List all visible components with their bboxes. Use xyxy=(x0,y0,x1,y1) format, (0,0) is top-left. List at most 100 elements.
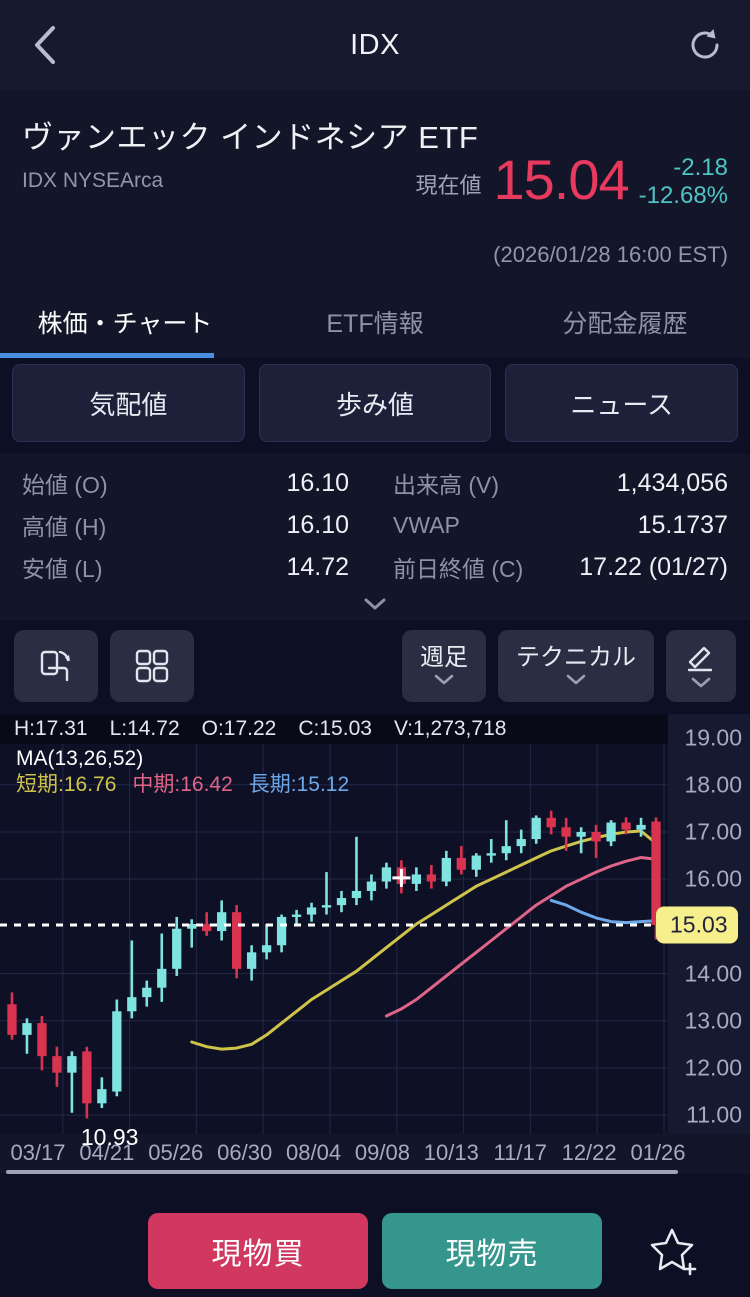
chart-high: H:17.31 xyxy=(14,717,88,740)
chevron-down-icon xyxy=(566,674,586,685)
time-and-sales-button[interactable]: 歩み値 xyxy=(258,364,492,442)
chart-scrollbar[interactable] xyxy=(6,1170,678,1174)
layout-grid-button[interactable] xyxy=(110,630,194,702)
sell-label: 現物売 xyxy=(445,1238,539,1271)
price-tick: 11.00 xyxy=(686,1101,742,1128)
date-tick: 12/22 xyxy=(561,1140,617,1165)
info-cell-volume: 出来高 (V) 1,434,056 xyxy=(375,466,728,500)
current-price: 15.04 xyxy=(493,148,629,211)
price-label: 現在値 xyxy=(415,172,482,198)
date-tick: 03/17 xyxy=(10,1140,66,1165)
chart-open: O:17.22 xyxy=(201,717,277,740)
ma-short-value: 短期:16.76 xyxy=(16,772,117,796)
button-label: 歩み値 xyxy=(336,389,415,420)
drawing-tools-button[interactable] xyxy=(666,630,736,702)
tab-label: ETF情報 xyxy=(326,310,424,338)
info-key: VWAP xyxy=(393,511,460,538)
info-row: 安値 (L) 14.72 前日終値 (C) 17.22 (01/27) xyxy=(22,546,728,588)
info-cell-open: 始値 (O) 16.10 xyxy=(22,466,375,500)
ma-long-value: 長期:15.12 xyxy=(248,772,350,796)
refresh-button[interactable] xyxy=(682,22,728,68)
candlestick-plot[interactable] xyxy=(0,714,668,1134)
button-label: ニュース xyxy=(570,389,674,420)
price-tick: 18.00 xyxy=(684,771,742,798)
period-selector[interactable]: 週足 xyxy=(402,630,486,702)
expand-info-button[interactable] xyxy=(22,588,728,620)
info-cell-prev-close: 前日終値 (C) 17.22 (01/27) xyxy=(375,550,728,584)
date-tick: 11/17 xyxy=(493,1140,547,1165)
info-row: 高値 (H) 16.10 VWAP 15.1737 xyxy=(22,504,728,546)
sub-button-row: 気配値 歩み値 ニュース xyxy=(0,358,750,454)
info-cell-low: 安値 (L) 14.72 xyxy=(22,550,375,584)
rotate-screen-icon xyxy=(40,650,70,682)
info-cell-vwap: VWAP 15.1737 xyxy=(375,511,728,540)
chart-toolbar: 週足 テクニカル xyxy=(0,620,750,714)
page-title: IDX xyxy=(350,28,400,61)
main-tabs: 株価・チャート ETF情報 分配金履歴 xyxy=(0,286,750,358)
top-navbar: IDX xyxy=(0,0,750,90)
tab-etf-info[interactable]: ETF情報 xyxy=(250,286,500,358)
price-axis: 19.00 18.00 17.00 16.00 14.00 13.00 12.00 11.00… xyxy=(656,714,750,1134)
date-tick: 05/26 xyxy=(148,1140,204,1165)
date-tick: 08/04 xyxy=(286,1140,342,1165)
chart-low: L:14.72 xyxy=(109,717,180,740)
date-tick: 01/26 xyxy=(630,1140,686,1165)
info-value: 14.72 xyxy=(286,552,349,581)
date-tick: 10/13 xyxy=(423,1140,479,1165)
news-button[interactable]: ニュース xyxy=(505,364,739,442)
price-tick: 13.00 xyxy=(684,1007,742,1034)
date-tick: 09/08 xyxy=(354,1140,410,1165)
info-value: 17.22 (01/27) xyxy=(579,552,728,581)
date-tick: 06/30 xyxy=(217,1140,273,1165)
chart-low-annotation: 10.93 xyxy=(80,1124,139,1151)
technical-selector[interactable]: テクニカル xyxy=(498,630,654,702)
star-plus-icon xyxy=(650,1228,697,1276)
current-price-badge: 15.03 xyxy=(656,906,738,944)
add-favorite-button[interactable] xyxy=(644,1220,706,1282)
info-key: 高値 (H) xyxy=(22,514,107,540)
info-cell-high: 高値 (H) 16.10 xyxy=(22,508,375,542)
info-key: 安値 (L) xyxy=(22,556,103,582)
info-value: 1,434,056 xyxy=(616,468,728,497)
quote-timestamp: (2026/01/28 16:00 EST) xyxy=(493,242,728,267)
ma-title: MA(13,26,52) xyxy=(16,747,144,770)
chevron-left-icon xyxy=(35,26,55,64)
chart-close: C:15.03 xyxy=(298,717,372,740)
stock-symbol-exchange: IDX NYSEArca xyxy=(22,169,164,192)
tab-distribution-history[interactable]: 分配金履歴 xyxy=(500,286,750,358)
stock-name: ヴァンエック インドネシア ETF xyxy=(22,120,479,155)
button-label: 気配値 xyxy=(89,389,168,420)
info-key: 前日終値 (C) xyxy=(393,556,524,582)
technical-label: テクニカル xyxy=(516,644,636,671)
buy-button[interactable]: 現物買 xyxy=(148,1213,368,1289)
price-tick: 16.00 xyxy=(684,865,742,892)
date-axis: 03/17 04/21 05/26 06/30 08/04 09/08 10/13 11/17… xyxy=(0,1134,750,1174)
info-value: 15.1737 xyxy=(637,510,728,539)
period-label: 週足 xyxy=(420,644,468,671)
pencil-icon xyxy=(687,646,713,672)
change-percent: -12.68% xyxy=(638,181,728,209)
price-tick: 17.00 xyxy=(684,818,742,845)
sell-button[interactable]: 現物売 xyxy=(382,1213,602,1289)
price-tick: 12.00 xyxy=(684,1054,742,1081)
date-tick: 04/21 xyxy=(79,1140,135,1165)
quote-header: ヴァンエック インドネシア ETF IDX NYSEArca 現在値 15.04… xyxy=(0,90,750,286)
rotate-screen-button[interactable] xyxy=(14,630,98,702)
action-footer: 現物買 現物売 xyxy=(0,1205,750,1297)
price-tick: 19.00 xyxy=(684,724,742,751)
chevron-down-icon xyxy=(364,598,386,610)
chart-volume: V:1,273,718 xyxy=(393,717,507,740)
change-absolute: -2.18 xyxy=(673,154,728,181)
price-chart[interactable]: H:17.31 L:14.72 O:17.22 C:15.03 V:1,273,… xyxy=(0,714,750,1174)
buy-label: 現物買 xyxy=(211,1238,305,1271)
ma-values: 短期:16.76 中期:16.42 長期:15.12 xyxy=(16,772,349,798)
orderbook-button[interactable]: 気配値 xyxy=(12,364,245,442)
tab-label: 分配金履歴 xyxy=(562,310,688,338)
grid-layout-icon xyxy=(135,649,169,683)
chart-ohlc-bar: H:17.31 L:14.72 O:17.22 C:15.03 V:1,273,… xyxy=(0,714,668,744)
back-button[interactable] xyxy=(22,22,68,68)
info-value: 16.10 xyxy=(286,510,349,539)
refresh-icon xyxy=(691,29,719,59)
tab-price-chart[interactable]: 株価・チャート xyxy=(0,286,250,358)
